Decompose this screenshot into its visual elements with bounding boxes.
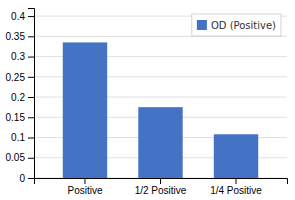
y-tick-label: 0.1 <box>11 132 25 143</box>
y-tick-label: 0.35 <box>6 31 26 42</box>
y-tick-label: 0 <box>19 173 25 184</box>
legend-item: OD (Positive) <box>197 20 276 31</box>
y-axis: 0 0.05 0.1 0.15 0.2 0.25 0.3 0.35 0.4 <box>6 9 35 184</box>
y-tick-label: 0.15 <box>6 112 26 123</box>
bar <box>214 134 258 178</box>
y-tick-mark <box>28 117 34 118</box>
bar <box>138 107 182 178</box>
x-tick: 1/2 Positive <box>135 178 187 196</box>
y-tick: 0.05 <box>6 152 34 163</box>
y-tick-label: 0.25 <box>6 72 26 83</box>
legend-label: OD (Positive) <box>211 20 276 31</box>
y-tick: 0.2 <box>11 92 34 103</box>
y-tick: 0.25 <box>6 72 34 83</box>
y-tick-mark <box>28 158 34 159</box>
x-tick-mark <box>160 178 161 184</box>
y-tick-mark <box>28 178 34 179</box>
y-tick-mark <box>28 138 34 139</box>
chart: Positive 1/2 Positive 1/4 Positive 0 0.05 0.1… <box>0 0 295 200</box>
y-tick-mark <box>28 97 34 98</box>
x-tick: Positive <box>67 178 102 196</box>
y-tick-mark <box>28 57 34 58</box>
y-tick-label: 0.05 <box>6 152 26 163</box>
legend-swatch <box>197 20 207 30</box>
x-tick-mark <box>84 178 85 184</box>
y-axis-line <box>28 9 35 179</box>
x-tick-label: Positive <box>67 185 102 196</box>
y-tick-label: 0.2 <box>11 92 25 103</box>
grid <box>34 16 287 178</box>
y-tick-label: 0.4 <box>11 11 25 22</box>
x-tick-label: 1/2 Positive <box>135 185 187 196</box>
y-tick-mark <box>28 77 34 78</box>
y-tick: 0.15 <box>6 112 34 123</box>
bar <box>63 42 107 178</box>
legend-frame <box>192 14 281 36</box>
x-axis: Positive 1/2 Positive 1/4 Positive <box>35 178 288 196</box>
x-tick: 1/4 Positive <box>210 178 262 196</box>
legend: OD (Positive) <box>192 14 281 36</box>
y-tick-label: 0.3 <box>11 51 25 62</box>
y-tick: 0.4 <box>11 11 34 22</box>
y-tick: 0.3 <box>11 51 34 62</box>
y-tick: 0 <box>19 173 34 184</box>
y-tick-mark <box>28 16 34 17</box>
plot: Positive 1/2 Positive 1/4 Positive 0 0.05 0.1… <box>6 9 288 197</box>
y-tick: 0.1 <box>11 132 34 143</box>
x-axis-line <box>35 179 288 185</box>
y-tick: 0.35 <box>6 31 34 42</box>
bars <box>63 42 258 178</box>
x-tick-mark <box>236 178 237 184</box>
x-tick-label: 1/4 Positive <box>210 185 262 196</box>
y-tick-mark <box>28 36 34 37</box>
